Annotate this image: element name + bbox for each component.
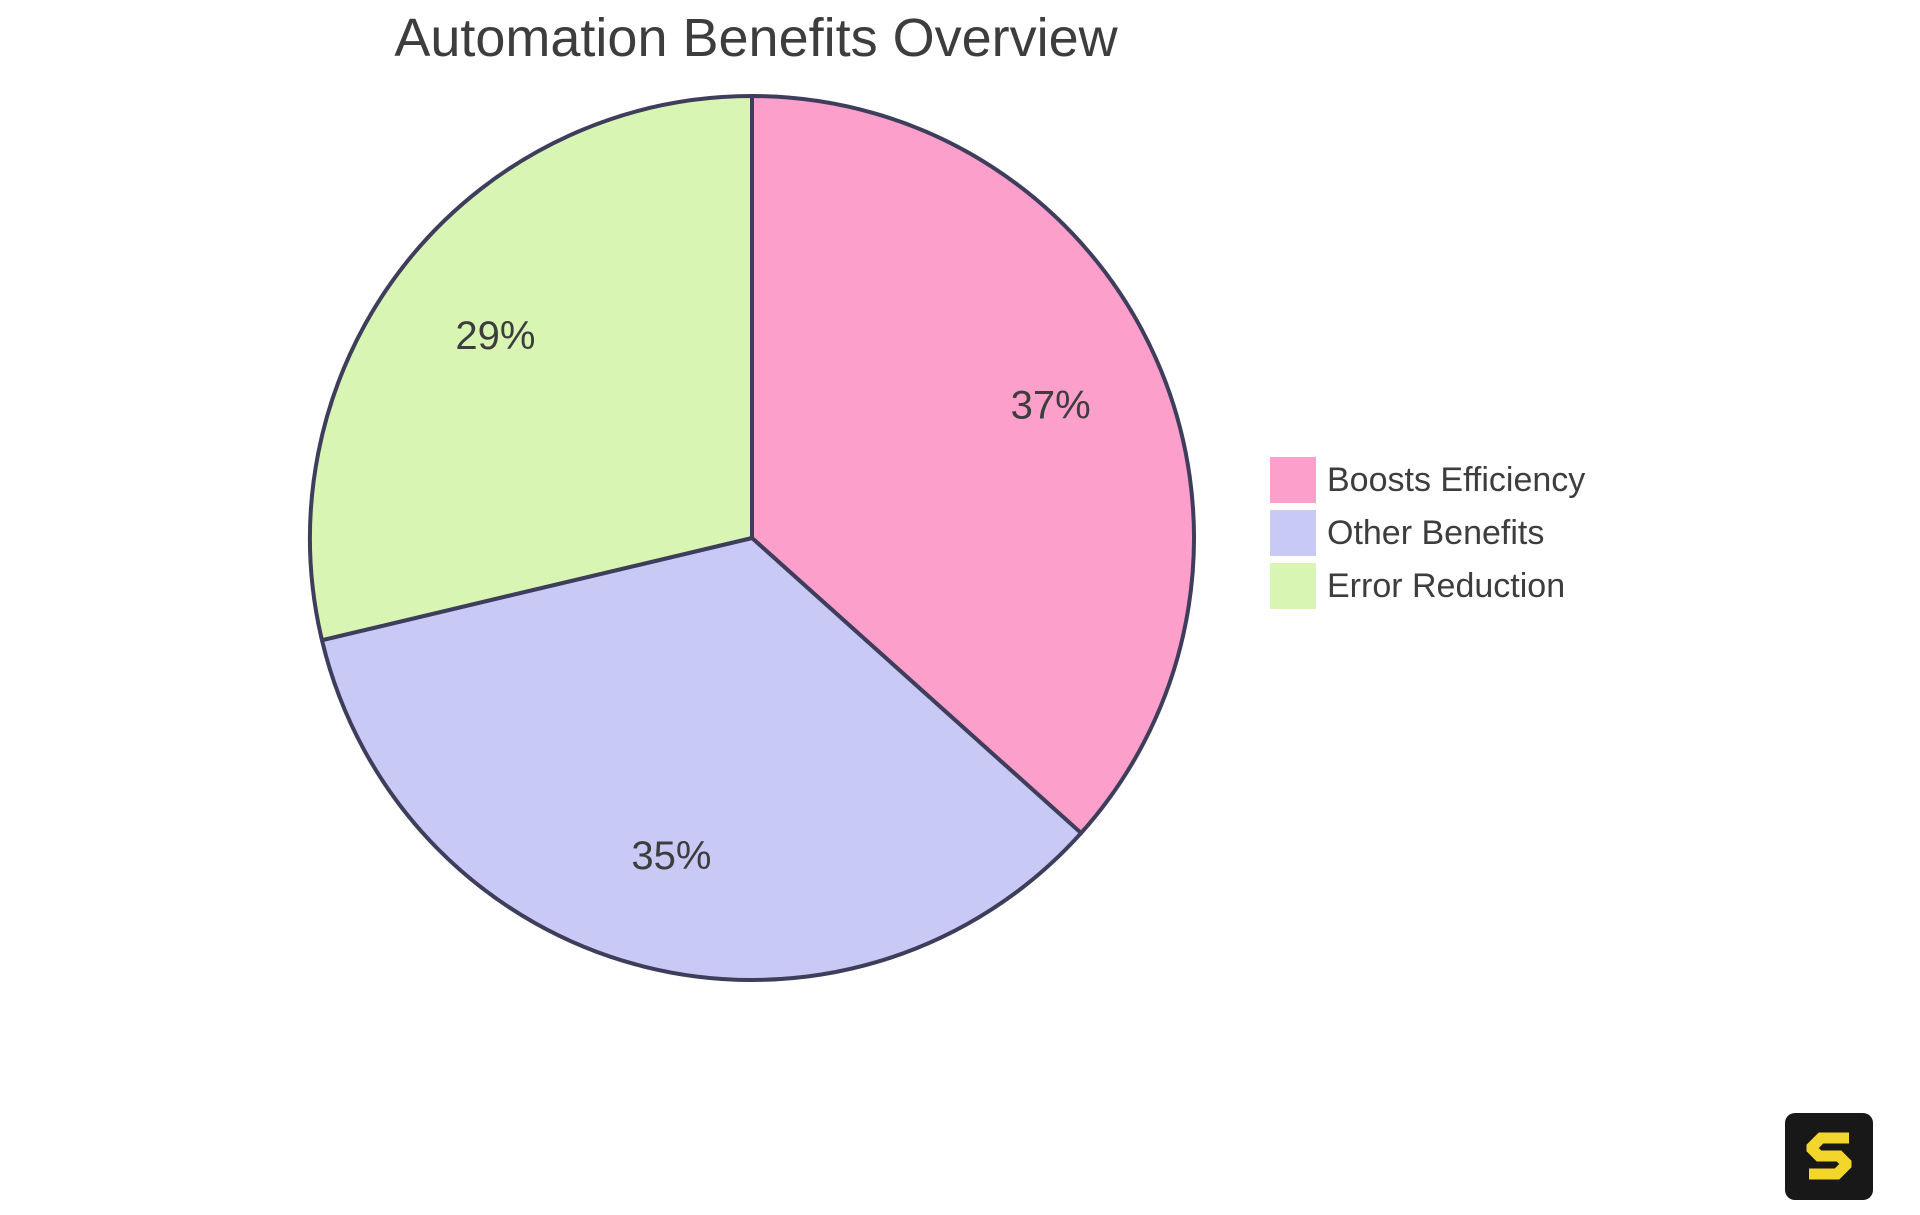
slice-percentage-label-error-reduction: 29% (455, 314, 535, 358)
legend-swatch-other-benefits (1270, 510, 1316, 556)
slice-percentage-label-other-benefits: 35% (631, 834, 711, 878)
legend-label-boosts-efficiency: Boosts Efficiency (1327, 460, 1586, 499)
legend-item-error-reduction: Error Reduction (1270, 563, 1585, 609)
legend-item-other-benefits: Other Benefits (1270, 510, 1585, 556)
chart-title: Automation Benefits Overview (394, 8, 1118, 68)
legend-swatch-error-reduction (1270, 563, 1316, 609)
pie-slice-error-reduction (307, 94, 754, 643)
pie-slice-boosts-efficiency (750, 94, 1196, 836)
legend-swatch-boosts-efficiency (1270, 457, 1316, 503)
pie-chart: 37% 35% 29% (307, 94, 1196, 982)
legend-label-error-reduction: Error Reduction (1327, 566, 1566, 605)
brand-logo (1785, 1113, 1873, 1200)
legend-item-boosts-efficiency: Boosts Efficiency (1270, 457, 1585, 503)
slice-percentage-label-boosts-efficiency: 37% (1011, 384, 1091, 428)
legend: Boosts Efficiency Other Benefits Error R… (1270, 457, 1585, 609)
s-logo-icon (1806, 1132, 1852, 1180)
legend-label-other-benefits: Other Benefits (1327, 513, 1545, 552)
pie-slice-other-benefits (319, 536, 1084, 982)
